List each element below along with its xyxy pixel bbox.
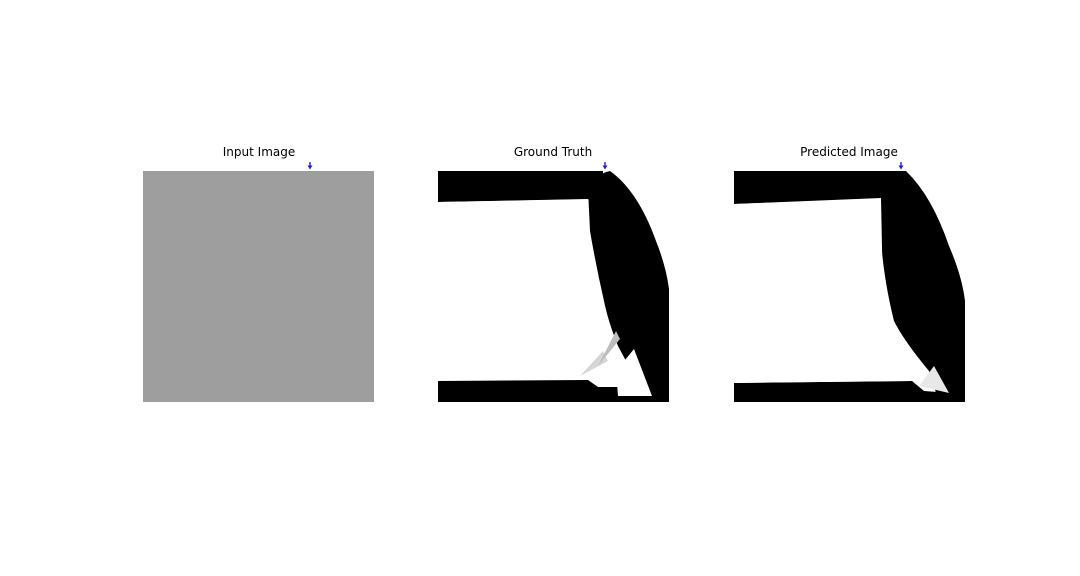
predicted-image-canvas [734,171,965,402]
predicted-diagonal-member [879,171,965,402]
ground-truth-diagonal-member [588,171,669,402]
predicted-load-marker-icon [898,162,904,170]
predicted-image-panel [734,171,965,402]
predicted-top-member [734,171,899,204]
ground-truth-top-member [438,171,603,202]
input-image-canvas [143,171,374,402]
ground-truth-panel [438,171,669,402]
input-image-title: Input Image [222,145,296,159]
input-image-panel [143,171,374,402]
ground-truth-bottom-member [438,380,669,402]
input-load-marker-icon [307,162,313,170]
predicted-image-title: Predicted Image [800,145,898,159]
ground-truth-load-marker-icon [602,162,608,170]
ground-truth-canvas [438,171,669,402]
input-image-fill [143,171,374,402]
ground-truth-title: Ground Truth [513,145,593,159]
predicted-bottom-member [734,381,965,402]
